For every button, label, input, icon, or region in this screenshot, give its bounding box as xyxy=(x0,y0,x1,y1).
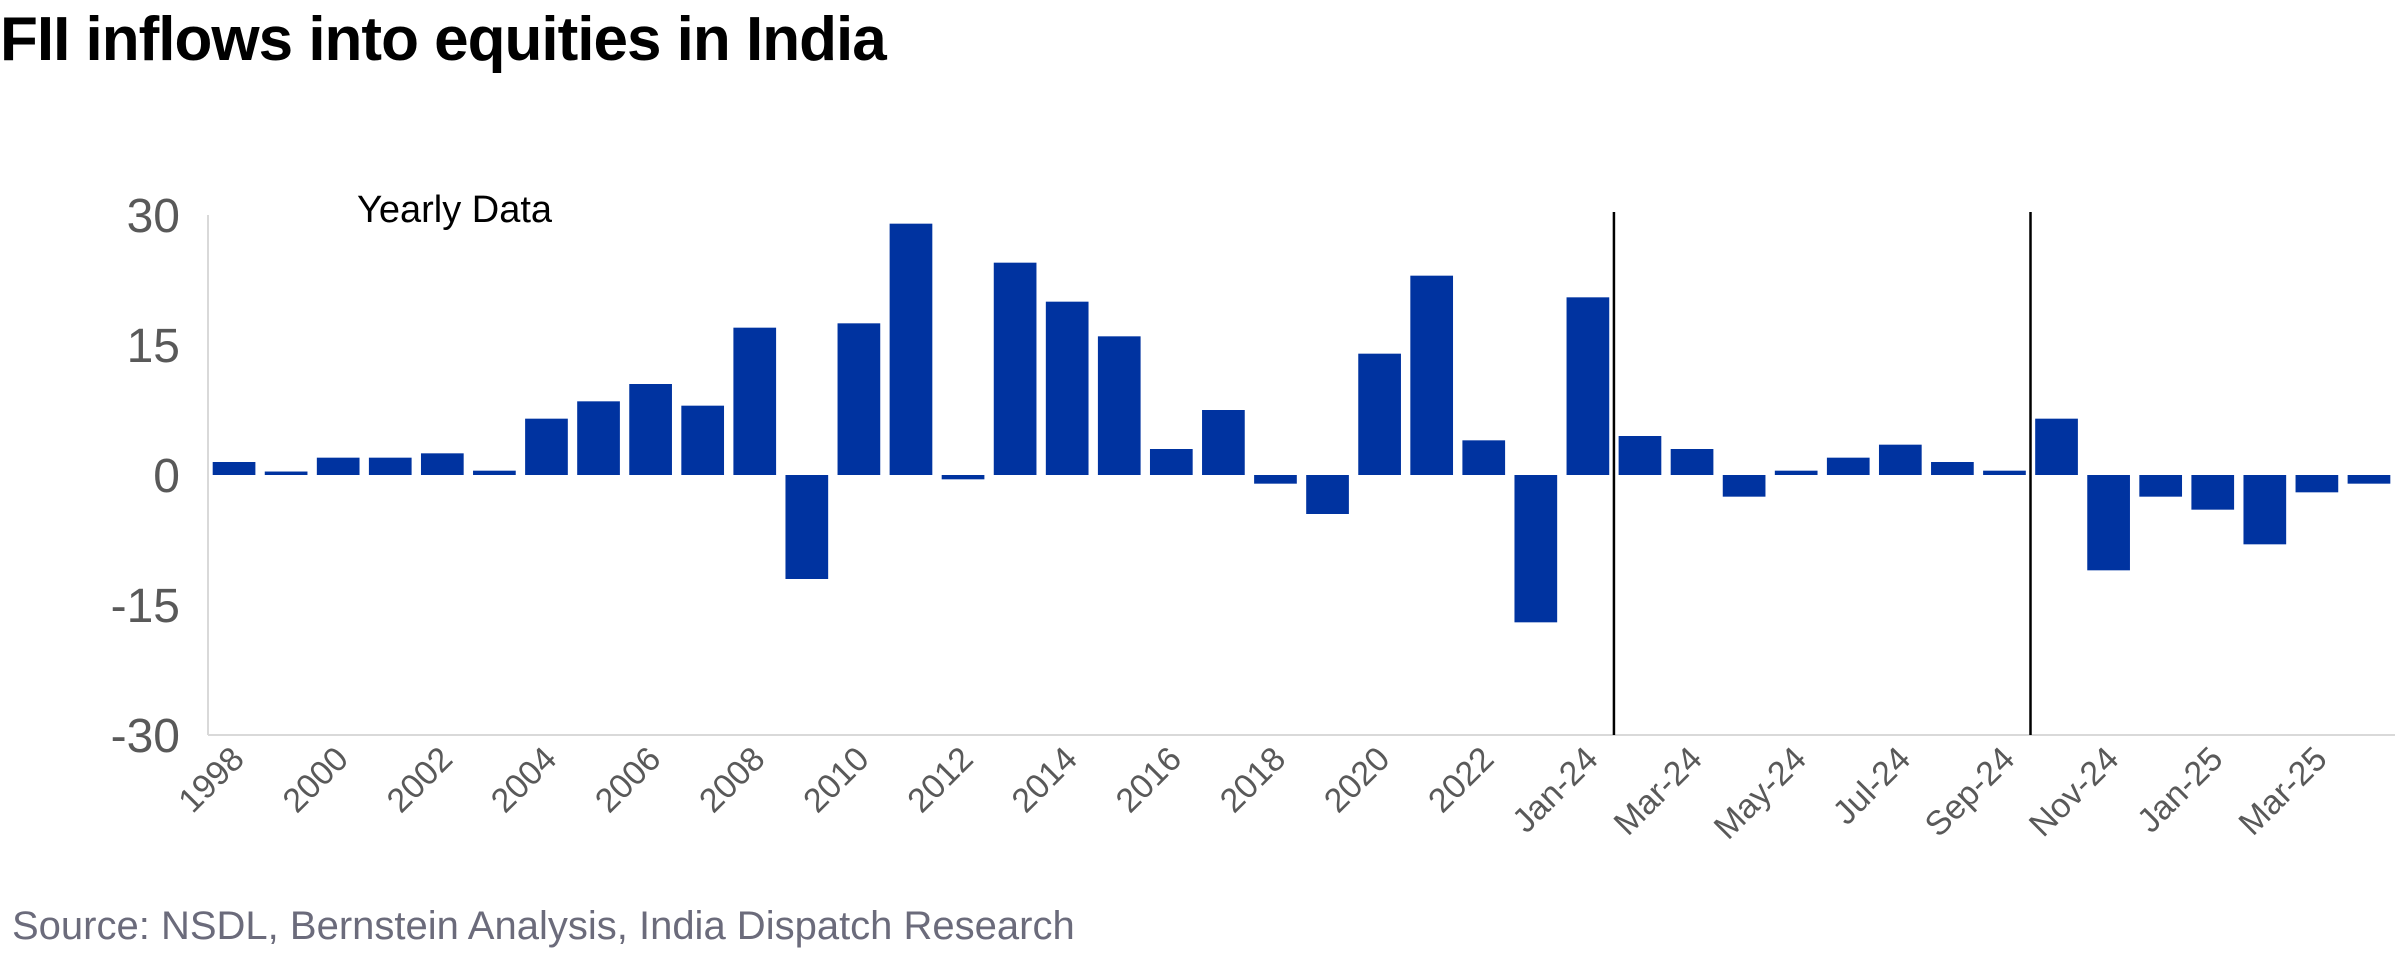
bar-2015 xyxy=(1097,336,1141,475)
bar-2006 xyxy=(629,384,672,475)
bar-2001 xyxy=(368,457,412,475)
bar-2020 xyxy=(1358,353,1401,475)
x-tick-label: 1998 xyxy=(171,740,251,820)
x-axis-ticks: 1998 2000 2002 2004 2006 2008 2010 2012 2014 2016… xyxy=(171,740,2334,847)
chart-title: FII inflows into equities in India xyxy=(0,5,887,74)
y-tick-label: 15 xyxy=(127,320,180,373)
y-tick-label: 0 xyxy=(153,450,180,503)
bar-2008 xyxy=(733,327,777,475)
bar-series xyxy=(212,223,2391,623)
bar-feb-24 xyxy=(1618,436,1662,475)
bar-2013 xyxy=(993,262,1037,475)
bar-1999 xyxy=(264,471,308,475)
bar-2000 xyxy=(316,457,360,475)
bar-2016 xyxy=(1149,449,1193,475)
x-tick-label: Nov-24 xyxy=(2022,740,2126,844)
y-tick-label: -15 xyxy=(111,580,180,633)
period-dividers xyxy=(1612,212,2032,735)
x-tick-label: 2010 xyxy=(796,740,876,820)
x-tick-label: Mar-25 xyxy=(2232,740,2335,843)
bar-may-24 xyxy=(1774,470,1818,475)
x-tick-label: 2018 xyxy=(1213,740,1293,820)
bar-jul-24 xyxy=(1878,444,1922,475)
bar-2017 xyxy=(1202,410,1245,475)
x-tick-label: Jan-25 xyxy=(2130,740,2230,840)
bar-2019 xyxy=(1306,475,1349,514)
x-tick-label: 2006 xyxy=(588,740,668,820)
x-tick-label: 2012 xyxy=(900,740,980,820)
bar-2004 xyxy=(525,418,568,475)
bar-dec-24 xyxy=(2139,475,2183,497)
bar-apr-24 xyxy=(1722,475,1766,497)
bar-2002 xyxy=(420,453,464,475)
x-tick-label: 2020 xyxy=(1317,740,1397,820)
bar-2014 xyxy=(1045,301,1089,475)
y-tick-label: -30 xyxy=(111,710,180,763)
bar-chart: 30 15 0 -15 -30 1998 2000 2002 2004 2006 2008 2010… xyxy=(111,189,2395,847)
x-tick-label: Jan-24 xyxy=(1505,740,1605,840)
x-tick-label: 2014 xyxy=(1004,740,1084,820)
bar-2009 xyxy=(785,475,829,579)
bar-mar-25 xyxy=(2295,475,2339,493)
bar-2011 xyxy=(889,223,933,475)
x-tick-label: 2008 xyxy=(692,740,772,820)
bar-nov-24 xyxy=(2087,475,2130,571)
bar-2003 xyxy=(473,470,516,475)
bar-mar-24 xyxy=(1670,449,1714,475)
y-axis-ticks: 30 15 0 -15 -30 xyxy=(111,190,180,763)
x-tick-label: 2004 xyxy=(484,740,564,820)
source-note: Source: NSDL, Bernstein Analysis, India … xyxy=(12,904,1075,948)
x-tick-label: 2022 xyxy=(1421,740,1501,820)
y-tick-label: 30 xyxy=(127,190,180,243)
bar-2005 xyxy=(577,401,620,475)
bar-2022 xyxy=(1462,440,1506,475)
x-tick-label: Jul-24 xyxy=(1826,740,1918,832)
bar-oct-24 xyxy=(2035,418,2078,475)
bar-jun-24 xyxy=(1826,457,1870,475)
bar-aug-24 xyxy=(1931,462,1974,475)
bar-feb-25 xyxy=(2243,475,2287,545)
yearly-data-annotation: Yearly Data xyxy=(357,189,553,231)
x-tick-label: 2016 xyxy=(1109,740,1189,820)
x-tick-label: 2002 xyxy=(380,740,460,820)
bar-1998 xyxy=(212,462,256,475)
bar-2010 xyxy=(837,323,881,475)
bar-jan-24 xyxy=(1566,297,1610,475)
bar-2012 xyxy=(941,475,985,480)
bar-2021 xyxy=(1410,275,1454,475)
bar-2023 xyxy=(1514,475,1558,623)
x-tick-label: 2000 xyxy=(275,740,355,820)
x-tick-label: Sep-24 xyxy=(1918,740,2022,844)
bar-sep-24 xyxy=(1983,470,2026,475)
bar-apr-25 xyxy=(2347,475,2391,484)
bar-2007 xyxy=(681,405,725,475)
bar-2018 xyxy=(1254,475,1297,484)
x-tick-label: Mar-24 xyxy=(1607,740,1710,843)
bar-jan-25 xyxy=(2191,475,2235,510)
x-tick-label: May-24 xyxy=(1707,740,1814,847)
